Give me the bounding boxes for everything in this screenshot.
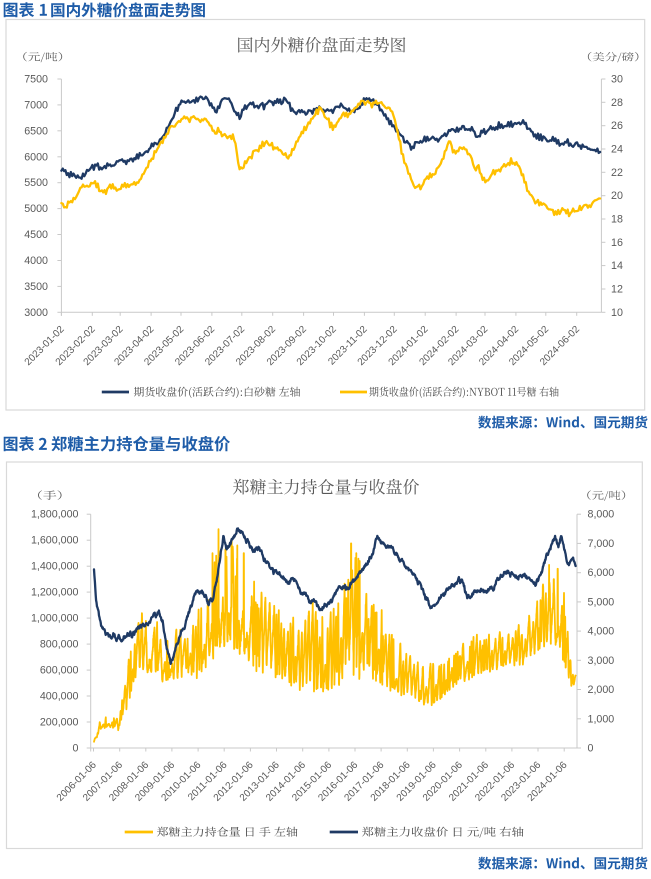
svg-text:4,000: 4,000 (588, 626, 615, 638)
svg-text:7,000: 7,000 (588, 538, 615, 550)
svg-text:3,000: 3,000 (588, 655, 615, 667)
svg-text:1,000,000: 1,000,000 (31, 613, 79, 625)
svg-text:6,000: 6,000 (588, 567, 615, 579)
svg-text:1,800,000: 1,800,000 (31, 509, 79, 521)
svg-text:30: 30 (611, 74, 623, 86)
svg-text:26: 26 (611, 120, 623, 132)
svg-text:5000: 5000 (24, 203, 48, 215)
svg-text:5500: 5500 (24, 177, 48, 189)
svg-text:10: 10 (611, 307, 623, 319)
svg-text:28: 28 (611, 97, 623, 109)
svg-text:1,400,000: 1,400,000 (31, 561, 79, 573)
svg-text:4000: 4000 (24, 255, 48, 267)
svg-text:7000: 7000 (24, 99, 48, 111)
svg-text:1,000: 1,000 (588, 713, 615, 725)
svg-text:20: 20 (611, 190, 623, 202)
svg-text:18: 18 (611, 214, 623, 226)
svg-text:5,000: 5,000 (588, 596, 615, 608)
svg-text:600,000: 600,000 (40, 665, 79, 677)
svg-text:14: 14 (611, 260, 623, 272)
svg-text:3500: 3500 (24, 281, 48, 293)
svg-text:1,200,000: 1,200,000 (31, 587, 79, 599)
svg-text:12: 12 (611, 284, 623, 296)
svg-text:8,000: 8,000 (588, 509, 615, 521)
svg-text:200,000: 200,000 (40, 717, 79, 729)
svg-text:16: 16 (611, 237, 623, 249)
svg-text:6000: 6000 (24, 151, 48, 163)
svg-text:0: 0 (588, 743, 594, 755)
svg-text:1,600,000: 1,600,000 (31, 535, 79, 547)
svg-text:6500: 6500 (24, 125, 48, 137)
svg-text:22: 22 (611, 167, 623, 179)
svg-text:400,000: 400,000 (40, 691, 79, 703)
svg-text:7500: 7500 (24, 74, 48, 86)
svg-text:800,000: 800,000 (40, 639, 79, 651)
svg-text:4500: 4500 (24, 229, 48, 241)
svg-text:2,000: 2,000 (588, 684, 615, 696)
svg-text:24: 24 (611, 144, 623, 156)
svg-text:3000: 3000 (24, 307, 48, 319)
svg-text:0: 0 (73, 743, 79, 755)
